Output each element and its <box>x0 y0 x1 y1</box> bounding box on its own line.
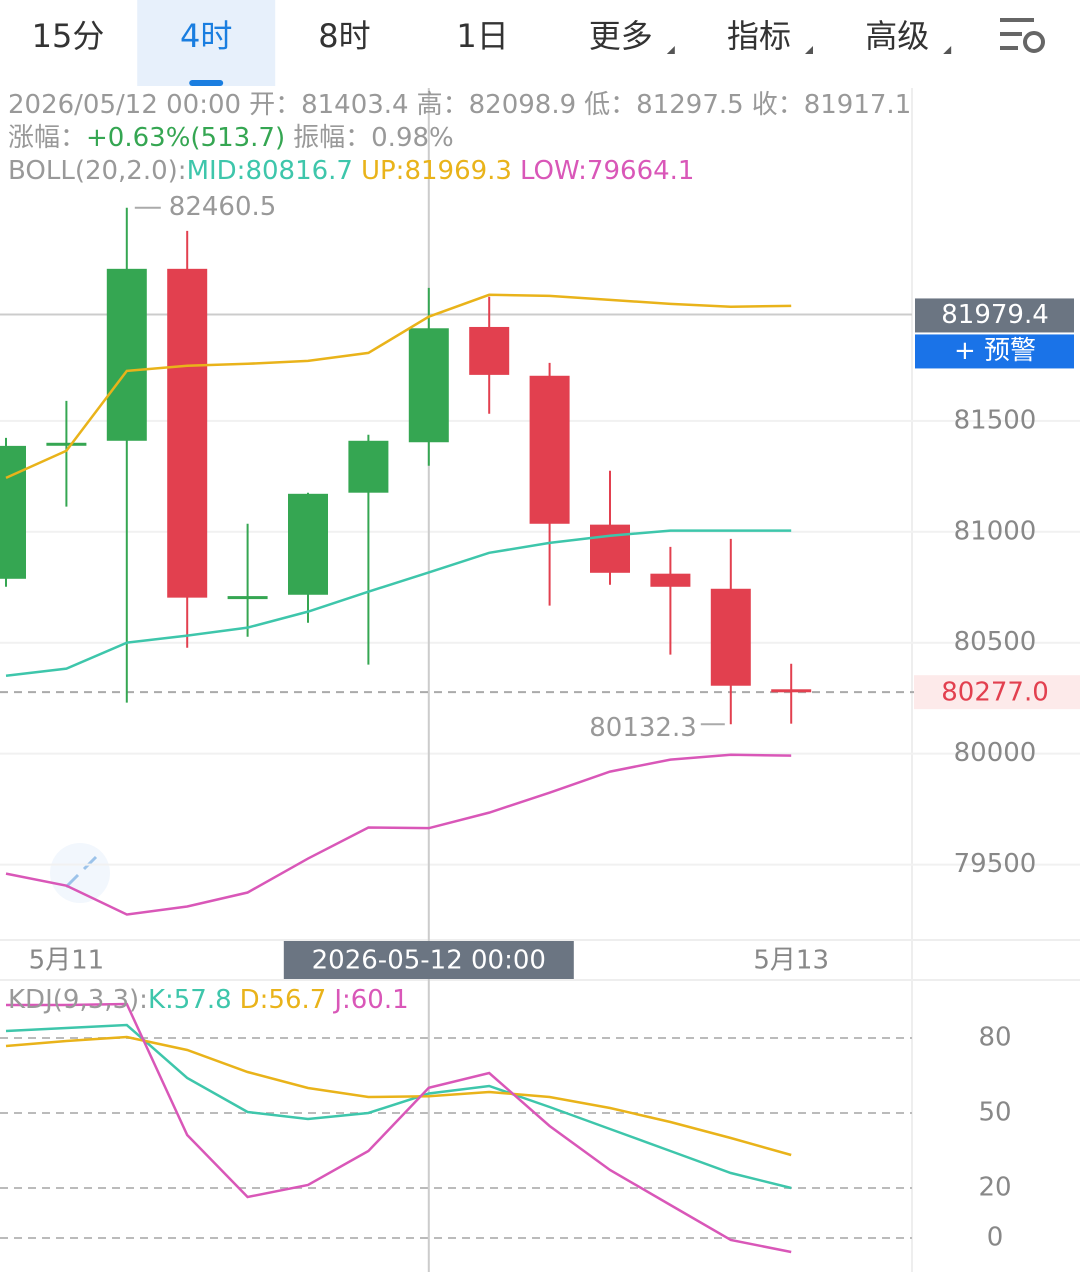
indicator-line <box>5 1035 792 1157</box>
info-line: KDJ(9,3,3):K:57.8 D:56.7 J:60.1 <box>8 985 409 1015</box>
crosshair-price-label: 81979.4 <box>941 300 1049 330</box>
crosshair-date-label: 2026-05-12 00:00 <box>312 946 546 976</box>
crosshair-price-bg <box>915 298 1074 333</box>
indicator-line <box>5 1023 792 1190</box>
info-line: BOLL(20,2.0):MID:80816.7 UP:81969.3 LOW:79… <box>8 156 694 186</box>
candle-body <box>529 375 570 524</box>
alert-button[interactable] <box>915 334 1074 369</box>
info-line: 2026/05/12 00:00 开：81403.4 高：82098.9 低：8129… <box>8 90 911 120</box>
dropdown-arrow <box>666 46 675 54</box>
info-text: D:56.7 <box>240 985 327 1015</box>
max-label: 82460.5 <box>169 192 277 222</box>
active-tab-indicator <box>189 80 224 86</box>
settings-icon[interactable] <box>1000 18 1045 53</box>
tab[interactable]: 8时 <box>318 17 370 55</box>
indicator-line <box>6 1002 792 1254</box>
y-tick-label: 20 <box>978 1173 1011 1203</box>
candle-body <box>106 268 147 441</box>
info-text: 低： <box>584 90 636 120</box>
y-tick-label: 81000 <box>954 516 1037 546</box>
y-tick-label: 80 <box>978 1023 1011 1053</box>
y-tick-label: 79500 <box>954 849 1037 879</box>
candle-body <box>0 445 26 579</box>
indicator-line <box>5 753 792 916</box>
x-tick-label: 5月11 <box>29 946 105 976</box>
info-text: J:60.1 <box>332 985 408 1015</box>
info-text: 收： <box>752 90 804 120</box>
y-tick-label: 50 <box>978 1098 1011 1128</box>
tab[interactable]: 高级 <box>865 17 929 55</box>
info-text: +0.63%(513.7) <box>86 123 285 153</box>
info-text: KDJ(9,3,3): <box>8 985 148 1015</box>
tab[interactable]: 指标 <box>727 17 791 55</box>
info-text: 81403.4 <box>301 90 409 120</box>
dropdown-arrow <box>805 46 813 54</box>
info-text: 81917.1 <box>804 90 912 120</box>
y-tick-label: 81500 <box>954 405 1037 435</box>
info-text: UP:81969.3 <box>361 156 512 186</box>
info-text: 涨幅： <box>8 123 86 153</box>
candle-body <box>650 573 691 587</box>
min-label: 80132.3 <box>589 713 697 743</box>
info-line: 涨幅：+0.63%(513.7) 振幅：0.98% <box>8 123 454 153</box>
candle-body <box>771 689 812 693</box>
tab[interactable]: 1日 <box>456 17 508 55</box>
last-price-bg <box>914 675 1080 710</box>
tab[interactable]: 4时 <box>180 17 232 55</box>
candle-body <box>46 442 87 446</box>
info-text: K:57.8 <box>148 985 232 1015</box>
candle-body <box>590 524 630 573</box>
active-tab-bg <box>137 0 276 86</box>
candle-body <box>288 493 328 595</box>
info-text: MID:80816.7 <box>187 156 353 186</box>
info-text: 开： <box>249 90 301 120</box>
crosshair-date-bg <box>283 941 574 979</box>
candle-body <box>469 326 510 375</box>
candle-body <box>710 588 751 686</box>
info-text: BOLL(20,2.0): <box>8 156 187 186</box>
dropdown-arrow <box>943 46 952 54</box>
indicator-line <box>5 293 792 479</box>
candle-body <box>408 328 449 443</box>
candle-body <box>227 596 268 600</box>
y-tick-label: 80500 <box>954 627 1037 657</box>
indicator-line <box>5 529 792 677</box>
info-text: 0.98% <box>371 123 454 153</box>
info-text: LOW:79664.1 <box>520 156 694 186</box>
tab[interactable]: 更多 <box>589 17 653 55</box>
tab[interactable]: 15分 <box>32 17 105 55</box>
info-text: 2026/05/12 00:00 <box>8 90 241 120</box>
candle-body <box>167 268 208 598</box>
alert-button-label: + 预警 <box>954 336 1036 366</box>
info-text: 高： <box>417 90 469 120</box>
info-text: 81297.5 <box>636 90 744 120</box>
x-tick-label: 5月13 <box>753 946 829 976</box>
candle-body <box>348 440 389 493</box>
last-price-label: 80277.0 <box>941 678 1049 708</box>
info-text: 振幅： <box>293 123 371 153</box>
y-tick-label: 80000 <box>954 738 1037 768</box>
expand-icon[interactable] <box>50 843 110 903</box>
y-tick-label: 0 <box>987 1223 1004 1253</box>
info-text: 82098.9 <box>469 90 577 120</box>
